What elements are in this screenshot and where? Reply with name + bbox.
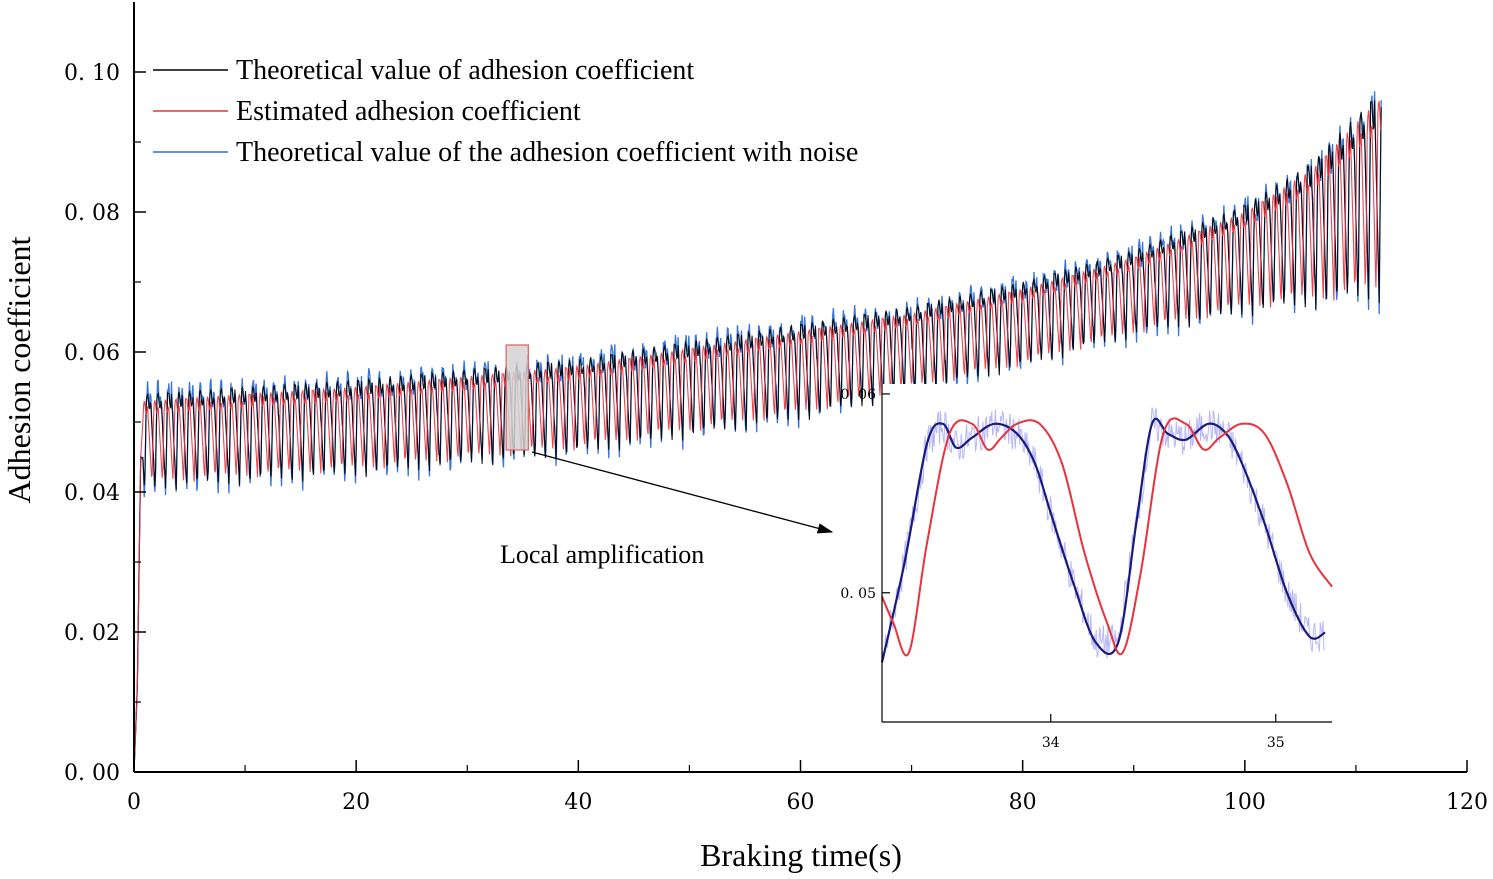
inset-noise-series [881, 407, 1326, 663]
legend-label-theoretical: Theoretical value of adhesion coefficien… [236, 55, 694, 86]
inset-plot: 34 35 0. 05 0. 06 [840, 384, 1333, 751]
y-ticks: 0. 00 0. 02 0. 04 0. 06 0. 08 0. 10 [64, 61, 146, 786]
inset-y-tick-label: 0. 06 [840, 387, 876, 403]
legend-label-estimated: Estimated adhesion coefficient [236, 96, 581, 127]
y-tick-label: 0. 06 [64, 341, 120, 366]
legend-label-noise: Theoretical value of the adhesion coeffi… [236, 137, 858, 168]
y-tick-label: 0. 10 [64, 61, 120, 86]
annotation-arrow [531, 451, 834, 534]
inset-series-layer [880, 407, 1333, 663]
y-tick-label: 0. 02 [64, 621, 120, 646]
y-tick-label: 0. 00 [64, 761, 120, 786]
legend-item-theoretical: Theoretical value of adhesion coefficien… [153, 55, 694, 86]
y-tick-label: 0. 04 [64, 481, 120, 506]
series-noise [133, 91, 1382, 773]
x-axis-title: Braking time(s) [700, 837, 902, 873]
x-tick-label: 20 [342, 790, 370, 815]
inset-x-tick-label: 35 [1267, 735, 1285, 751]
series-layer [133, 91, 1382, 773]
legend-item-noise: Theoretical value of the adhesion coeffi… [153, 137, 858, 168]
x-tick-label: 100 [1224, 790, 1266, 815]
x-tick-label: 40 [564, 790, 592, 815]
x-tick-label: 0 [127, 790, 141, 815]
x-ticks: 0 20 40 60 80 100 120 [127, 760, 1488, 815]
legend: Theoretical value of adhesion coefficien… [153, 55, 858, 168]
x-tick-label: 60 [787, 790, 815, 815]
x-tick-label: 120 [1446, 790, 1488, 815]
zoom-region-box [505, 344, 529, 451]
x-tick-label: 80 [1009, 790, 1037, 815]
inset-theoretical-series [880, 417, 1326, 663]
inset-y-ticks: 0. 05 0. 06 [840, 387, 890, 602]
series-estimated [133, 100, 1382, 773]
y-axis-title: Adhesion coefficient [1, 236, 37, 503]
inset-x-ticks: 34 35 [1042, 714, 1285, 751]
legend-item-estimated: Estimated adhesion coefficient [153, 96, 581, 127]
annotation-label: Local amplification [500, 540, 704, 569]
y-tick-label: 0. 08 [64, 201, 120, 226]
inset-estimated-series [881, 417, 1333, 657]
inset-x-tick-label: 34 [1042, 735, 1060, 751]
series-theoretical [133, 100, 1382, 773]
inset-y-tick-label: 0. 05 [840, 586, 876, 602]
